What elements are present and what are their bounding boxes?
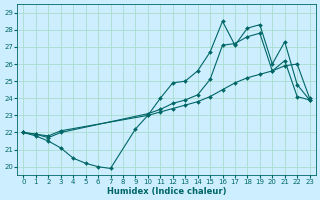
X-axis label: Humidex (Indice chaleur): Humidex (Indice chaleur) (107, 187, 226, 196)
